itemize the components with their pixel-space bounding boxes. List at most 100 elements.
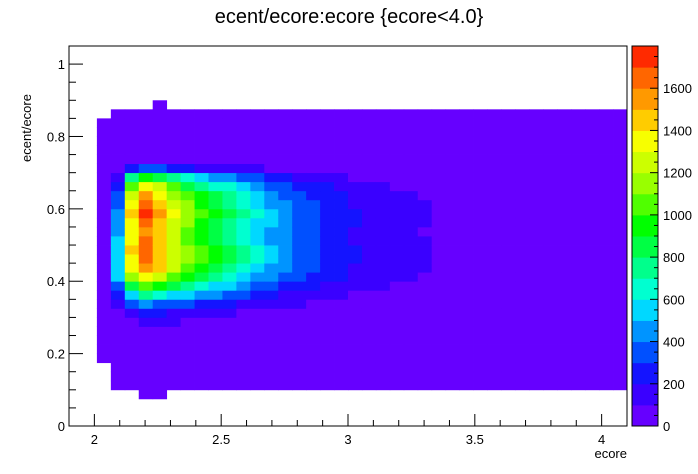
heatmap-cell [571,217,586,228]
heatmap-cell [292,281,307,291]
heatmap-cell [361,299,377,309]
heatmap-cell [403,199,419,210]
heatmap-cell [194,371,209,382]
heatmap-cell [599,226,614,237]
heatmap-cell [613,208,628,219]
heatmap-cell [278,245,293,255]
heatmap-cell [124,299,140,309]
heatmap-cell [138,127,154,137]
heatmap-cell [459,226,474,237]
heatmap-cell [529,163,544,174]
heatmap-cell [529,127,544,137]
heatmap-cell [222,371,237,382]
y-tick-label: 0.8 [47,129,65,144]
colorbar-band [632,299,658,321]
heatmap-cell [459,208,474,219]
heatmap-cell [375,290,391,300]
heatmap-cell [292,118,307,128]
heatmap-cell [599,236,614,246]
heatmap-cell [473,226,488,237]
heatmap-cell [320,118,335,128]
heatmap-cell [306,136,321,146]
heatmap-cell [166,281,181,291]
heatmap-cell [585,290,600,300]
heatmap-cell [501,190,516,201]
heatmap-cell [557,118,572,128]
heatmap-cell [124,326,140,336]
heatmap-cell [208,181,223,192]
heatmap-cell [208,145,223,155]
heatmap-cell [529,344,544,355]
heatmap-cell [180,109,195,119]
heatmap-cell [487,154,502,165]
heatmap-cell [403,217,419,228]
heatmap-cell [571,353,586,364]
heatmap-cell [403,281,419,291]
heatmap-cell [236,371,251,382]
heatmap-cell [152,145,168,155]
heatmap-cell [585,317,600,327]
heatmap-cell [124,208,140,219]
heatmap-cell [306,163,321,174]
heatmap-cell [250,263,265,273]
heatmap-cell [557,263,572,273]
colorbar-band [632,193,658,216]
heatmap-cell [292,317,307,327]
heatmap-cell [375,380,391,391]
heatmap-cell [138,226,154,237]
heatmap-cell [96,254,112,264]
heatmap-cell [599,371,614,382]
heatmap-cell [152,199,168,210]
heatmap-cell [110,109,126,119]
heatmap-cell [501,172,516,183]
heatmap-cell [431,272,447,282]
heatmap-cell [180,371,195,382]
heatmap-cell [613,127,628,137]
heatmap-cell [501,236,516,246]
heatmap-cell [250,127,265,137]
heatmap-cell [180,172,195,183]
heatmap-cell [110,199,126,210]
heatmap-cell [334,335,349,345]
heatmap-cell [403,118,419,128]
heatmap-cell [403,326,419,336]
heatmap-cell [557,145,572,155]
heatmap-cell [515,272,530,282]
colorbar-band [632,257,658,279]
heatmap-cell [306,335,321,345]
heatmap-cell [236,380,251,391]
heatmap-cell [529,371,544,382]
heatmap-cell [236,236,251,246]
heatmap-cell [264,317,279,327]
heatmap-cell [348,317,363,327]
y-tick-label: 0.6 [47,202,65,217]
heatmap-cell [473,172,488,183]
heatmap-cell [264,335,279,345]
heatmap-cell [389,371,405,382]
heatmap-cell [585,308,600,318]
heatmap-cell [306,145,321,155]
heatmap-cell [613,245,628,255]
heatmap-cell [194,118,209,128]
heatmap-cell [543,127,558,137]
heatmap-cell [334,145,349,155]
heatmap-cell [166,127,181,137]
heatmap-cell [543,326,558,336]
heatmap-cell [459,236,474,246]
heatmap-cell [431,172,447,183]
heatmap-cell [501,163,516,174]
heatmap-cell [487,308,502,318]
heatmap-cell [222,362,237,373]
heatmap-cell [599,362,614,373]
heatmap-cell [320,335,335,345]
heatmap-cell [375,362,391,373]
heatmap-cell [557,199,572,210]
heatmap-cell [473,245,488,255]
heatmap-cell [473,353,488,364]
heatmap-cell [264,254,279,264]
heatmap-cell [599,190,614,201]
heatmap-cell [375,263,391,273]
heatmap-cell [250,208,265,219]
heatmap-cell [599,172,614,183]
heatmap-cell [208,226,223,237]
